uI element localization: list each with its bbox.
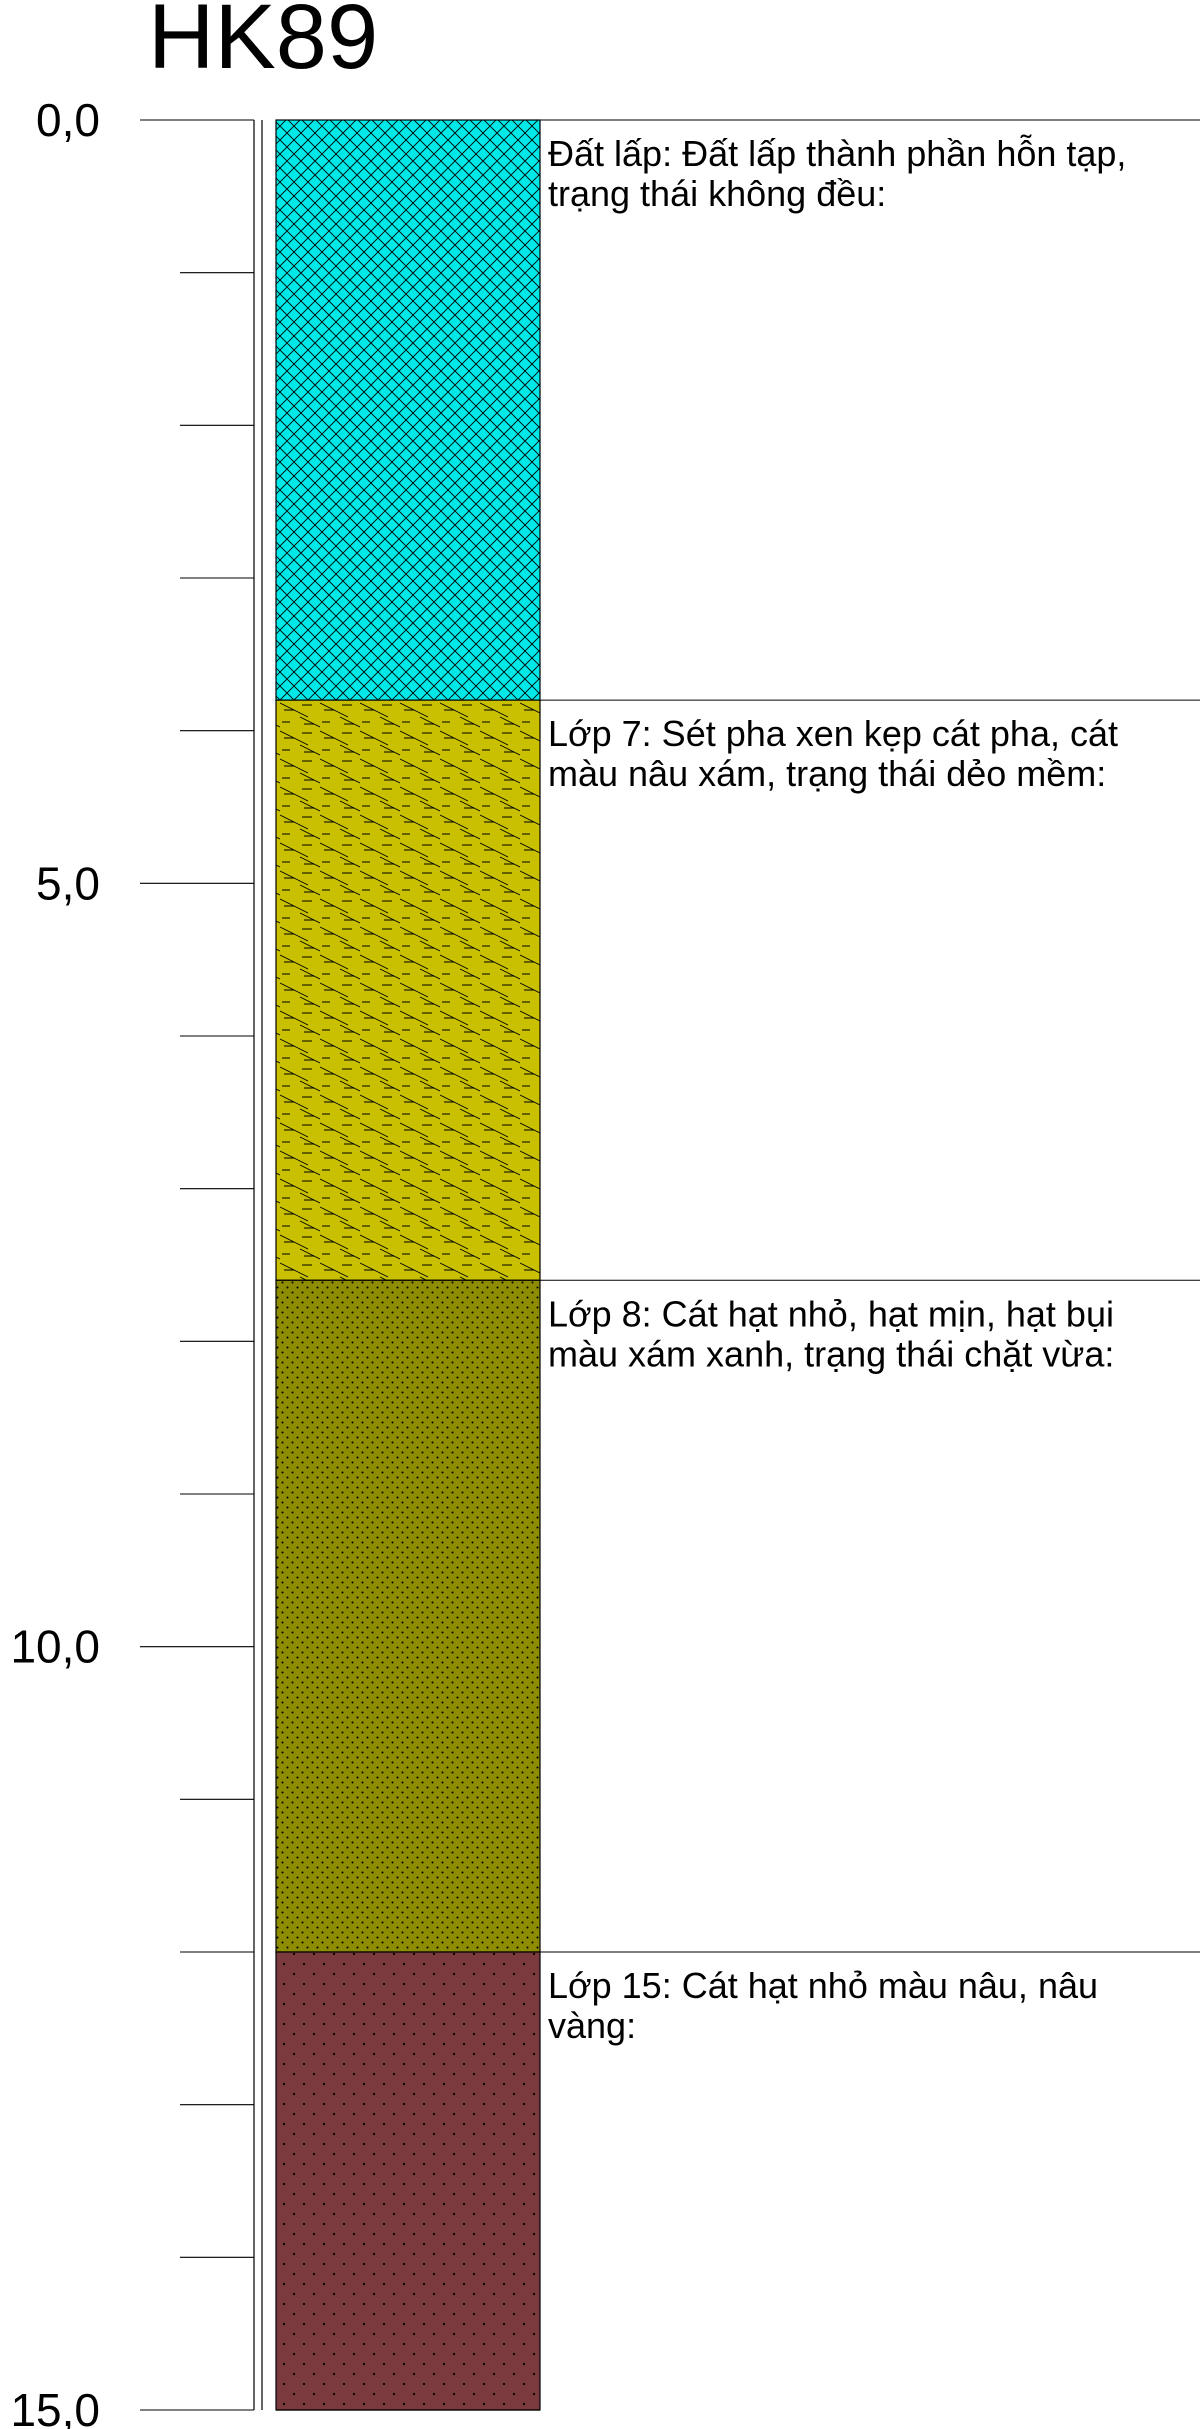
layer-description: Lớp 8: Cát hạt nhỏ, hạt mịn, hạt bụi	[548, 1293, 1114, 1334]
borehole-title: HK89	[148, 0, 378, 88]
depth-tick-label: 15,0	[10, 2384, 100, 2429]
layer-description: vàng:	[548, 2005, 636, 2046]
depth-tick-label: 10,0	[10, 1621, 100, 1673]
layer-dat-lap	[275, 119, 541, 701]
layer-lop-7	[275, 699, 541, 1281]
layer-description: Lớp 15: Cát hạt nhỏ màu nâu, nâu	[548, 1965, 1098, 2006]
layer-description: Đất lấp: Đất lấp thành phần hỗn tạp,	[548, 133, 1126, 174]
depth-axis: 0,0 5,0 10,0 15,0	[10, 94, 263, 2429]
depth-tick-label: 5,0	[36, 857, 100, 909]
depth-tick-label: 0,0	[36, 94, 100, 146]
layer-description: màu xám xanh, trạng thái chặt vừa:	[548, 1333, 1114, 1374]
layer-description: trạng thái không đều:	[548, 173, 886, 214]
layer-description: màu nâu xám, trạng thái dẻo mềm:	[548, 753, 1106, 794]
soil-layers: Đất lấp: Đất lấp thành phần hỗn tạp,trạn…	[275, 119, 1200, 2411]
layer-lop-15	[275, 1951, 541, 2411]
layer-lop-8	[275, 1279, 541, 1953]
layer-description: Lớp 7: Sét pha xen kẹp cát pha, cát	[548, 713, 1118, 754]
